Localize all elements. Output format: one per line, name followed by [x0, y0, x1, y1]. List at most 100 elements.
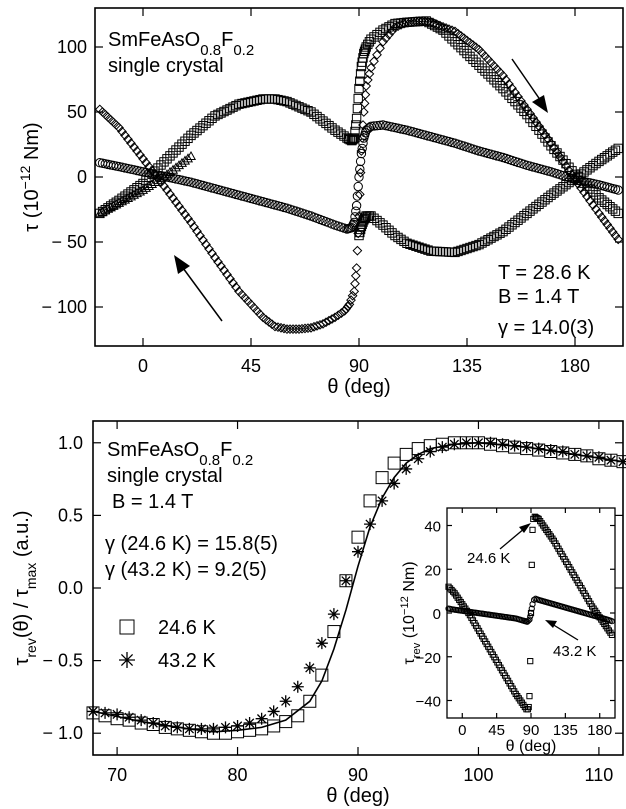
- data-marker: [495, 80, 505, 91]
- data-point: [496, 438, 509, 451]
- data-marker: [381, 23, 391, 34]
- data-marker: [361, 42, 371, 52]
- data-marker: [447, 34, 457, 44]
- data-marker: [204, 243, 214, 254]
- data-marker: [375, 218, 385, 228]
- data-marker: [519, 106, 529, 117]
- data-marker: [231, 282, 241, 293]
- data-marker: [591, 190, 601, 200]
- data-marker: [225, 103, 235, 114]
- data-marker: [492, 64, 502, 75]
- data-point: [99, 706, 112, 719]
- data-point: [87, 705, 99, 718]
- data-marker: [408, 240, 418, 250]
- data-marker: [177, 205, 187, 216]
- data-marker: [351, 263, 362, 273]
- y-tick-label: 20: [424, 562, 441, 579]
- y-tick-label: −40: [416, 694, 441, 711]
- data-marker: [204, 116, 214, 126]
- data-marker: [483, 235, 493, 245]
- inset-x-axis-label: θ (deg): [506, 738, 557, 755]
- data-marker: [468, 54, 478, 65]
- data-point: [388, 477, 401, 490]
- data-point: [412, 452, 425, 465]
- data-point: [508, 439, 521, 452]
- data-marker: [342, 133, 352, 143]
- series-432K: [87, 436, 626, 735]
- y-tick-label: − 50: [51, 232, 87, 252]
- data-point: [219, 721, 232, 734]
- data-marker: [135, 149, 145, 160]
- data-marker: [201, 118, 211, 128]
- data-marker: [552, 147, 562, 158]
- data-marker: [378, 36, 388, 47]
- data-marker: [480, 51, 490, 62]
- inset-series: [445, 513, 616, 713]
- data-marker: [462, 243, 472, 254]
- data-marker: [498, 70, 508, 81]
- data-marker: [354, 83, 364, 94]
- data-point: [520, 441, 533, 454]
- data-marker: [342, 301, 353, 312]
- data-marker: [414, 242, 424, 252]
- data-marker: [264, 94, 274, 104]
- data-marker: [132, 146, 142, 156]
- data-marker: [225, 273, 235, 284]
- data-marker: [462, 48, 472, 59]
- data-marker: [117, 126, 127, 137]
- data-point: [592, 451, 605, 464]
- y-axis-label-part: τ: [401, 658, 418, 665]
- data-point: [387, 456, 401, 470]
- data-marker: [354, 172, 364, 182]
- data-marker: [364, 68, 375, 79]
- data-marker: [321, 317, 331, 328]
- data-marker: [516, 96, 526, 106]
- data-marker: [213, 109, 223, 120]
- data-marker: [356, 148, 367, 159]
- data-marker: [222, 105, 232, 115]
- x-tick-label: 90: [523, 722, 540, 739]
- data-point: [243, 717, 256, 730]
- data-marker: [355, 76, 365, 86]
- data-marker: [483, 54, 493, 65]
- data-marker: [435, 246, 445, 257]
- data-point: [207, 722, 220, 735]
- data-point: [352, 545, 364, 558]
- sample-formula: SmFeAsO0.8F0.2: [107, 439, 253, 469]
- data-marker: [358, 217, 368, 227]
- y-axis-label-part: −12: [399, 596, 411, 615]
- data-point: [363, 494, 377, 508]
- x-tick-label: 180: [560, 356, 590, 376]
- data-point: [400, 462, 413, 475]
- data-marker: [456, 245, 466, 256]
- x-tick-label: 80: [228, 765, 248, 785]
- data-marker: [170, 162, 182, 172]
- data-point: [580, 449, 593, 462]
- data-marker: [352, 245, 363, 256]
- arrowhead: [174, 255, 190, 274]
- data-marker: [185, 150, 197, 161]
- data-marker: [174, 201, 184, 212]
- data-point: [472, 436, 485, 449]
- data-marker: [123, 134, 133, 145]
- y-tick-label: − 0.5: [42, 651, 83, 671]
- data-marker: [522, 104, 532, 115]
- data-marker: [255, 309, 265, 320]
- data-marker: [355, 224, 366, 235]
- data-marker: [164, 166, 176, 176]
- data-marker: [126, 138, 136, 149]
- data-marker: [249, 96, 259, 106]
- field-label: B = 1.4 T: [498, 286, 579, 308]
- data-marker: [359, 213, 370, 224]
- inset-data-marker: [529, 526, 536, 533]
- data-marker: [219, 265, 229, 276]
- data-point: [327, 608, 340, 621]
- data-point: [111, 708, 124, 721]
- data-marker: [384, 225, 394, 236]
- data-marker: [444, 247, 454, 257]
- panel-bottom: 70 80 90 100 110− 1.0− 0.50.00.51.0 SmFeAsO0.…: [11, 420, 626, 807]
- y-axis-label-part: max: [23, 563, 39, 589]
- data-marker: [353, 181, 363, 192]
- data-marker: [489, 75, 499, 85]
- data-point: [255, 712, 268, 725]
